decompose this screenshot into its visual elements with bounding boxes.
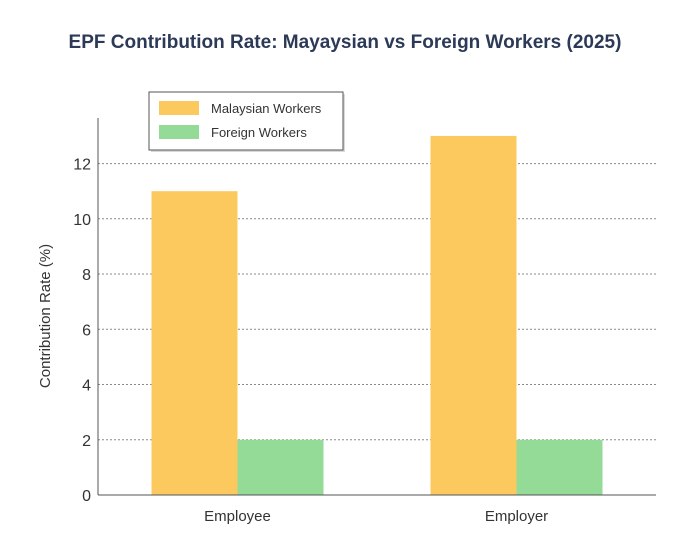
legend-label: Malaysian Workers	[211, 101, 322, 116]
y-axis-label: Contribution Rate (%)	[37, 244, 54, 388]
bar-employee-malaysian	[151, 191, 238, 495]
legend-label: Foreign Workers	[211, 125, 307, 140]
y-tick-label: 2	[82, 433, 91, 450]
y-tick-label: 12	[73, 157, 91, 174]
x-ticks: Employee Employer	[204, 508, 548, 525]
x-tick-label: Employer	[485, 508, 548, 525]
y-tick-label: 6	[82, 322, 91, 339]
x-tick-label: Employee	[204, 508, 271, 525]
legend-swatch	[159, 101, 199, 115]
y-tick-label: 4	[82, 378, 91, 395]
chart-title: EPF Contribution Rate: Mayaysian vs Fore…	[69, 32, 622, 53]
bar-employee-foreign	[237, 439, 324, 495]
legend-swatch	[159, 125, 199, 139]
bars-layer	[151, 135, 603, 495]
y-tick-label: 8	[82, 267, 91, 284]
bar-employer-foreign	[516, 439, 603, 495]
bar-employer-malaysian	[430, 135, 517, 495]
axes-layer	[97, 118, 656, 496]
y-tick-label: 10	[73, 212, 91, 229]
y-ticks: 0 2 4 6 8 10 12	[73, 157, 91, 505]
legend: Malaysian Workers Foreign Workers	[148, 91, 345, 152]
y-tick-label: 0	[82, 488, 91, 505]
